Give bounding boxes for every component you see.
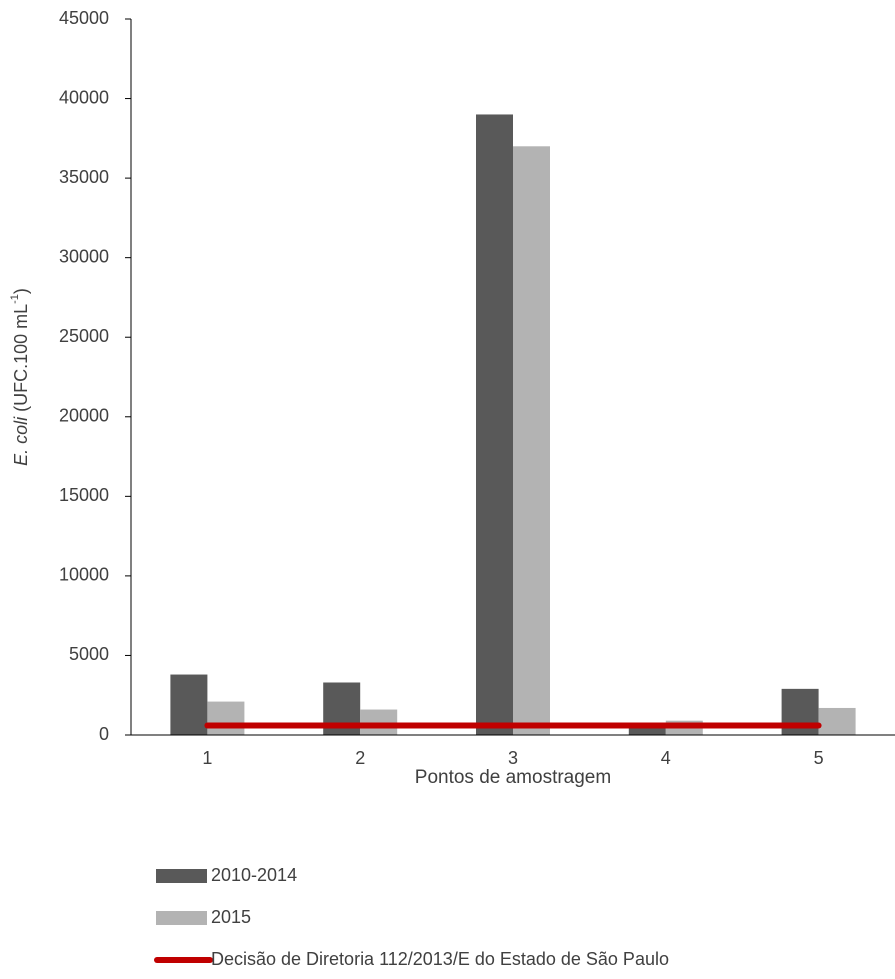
legend-swatch: [156, 911, 207, 925]
legend-swatch: [156, 869, 207, 883]
x-tick-label: 2: [355, 748, 365, 768]
x-tick-label: 4: [661, 748, 671, 768]
y-label-part: E. coli: [11, 416, 31, 466]
bar: [818, 707, 856, 735]
y-label-part: (UFC.100 mL: [11, 304, 31, 417]
y-label-part: -1: [9, 294, 21, 304]
legend-label: 2010-2014: [211, 865, 297, 885]
bar: [207, 701, 245, 735]
y-tick-label: 25000: [59, 326, 109, 346]
x-tick-label: 5: [814, 748, 824, 768]
bar: [513, 146, 550, 736]
legend-label: 2015: [211, 907, 251, 927]
y-tick-label: 45000: [59, 8, 109, 28]
x-axis-label: Pontos de amostragem: [415, 767, 611, 788]
y-tick-label: 30000: [59, 246, 109, 266]
bar: [476, 114, 513, 735]
y-tick-label: 40000: [59, 87, 109, 107]
y-label-part: ): [11, 288, 31, 294]
y-tick-label: 35000: [59, 167, 109, 187]
y-tick-label: 10000: [59, 565, 109, 585]
legend-label: Decisão de Diretoria 112/2013/E do Estad…: [211, 949, 669, 969]
bar: [360, 709, 398, 735]
y-tick-label: 0: [99, 724, 109, 744]
bar: [170, 674, 208, 735]
y-tick-label: 5000: [69, 644, 109, 664]
y-tick-label: 20000: [59, 406, 109, 426]
y-axis-label: E. coli (UFC.100 mL-1): [9, 288, 31, 466]
x-tick-label: 3: [508, 748, 518, 768]
x-tick-label: 1: [202, 748, 212, 768]
bar: [628, 725, 666, 735]
y-tick-label: 15000: [59, 485, 109, 505]
